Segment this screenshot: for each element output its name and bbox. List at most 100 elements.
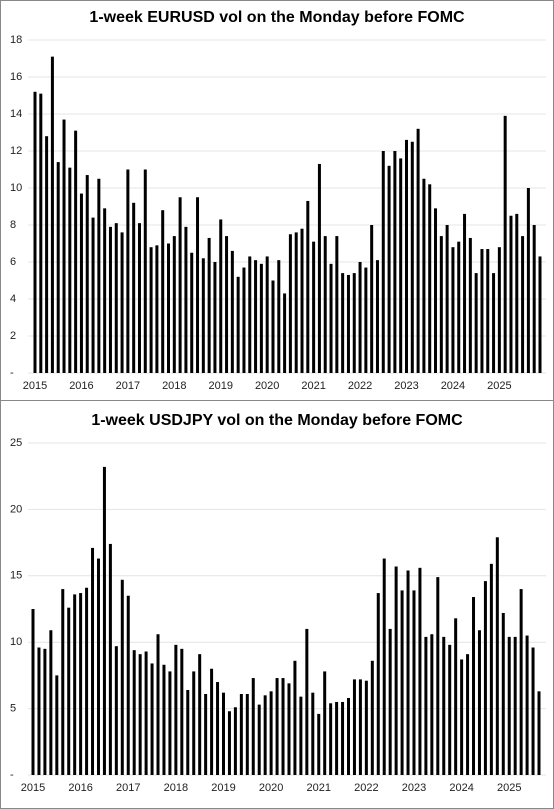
bar xyxy=(370,225,374,373)
bar xyxy=(393,151,397,373)
bar xyxy=(50,56,54,374)
y-tick-label: - xyxy=(10,367,14,379)
bar xyxy=(132,650,136,775)
bar xyxy=(463,213,467,373)
bar xyxy=(204,693,208,775)
x-tick-label: 2020 xyxy=(255,380,279,392)
bar xyxy=(442,636,446,775)
y-tick-label: - xyxy=(10,769,14,781)
bar xyxy=(180,648,184,775)
bar xyxy=(382,558,386,775)
bar xyxy=(210,668,214,775)
bar xyxy=(102,466,106,775)
bar xyxy=(269,691,273,775)
bar xyxy=(186,690,190,775)
bar xyxy=(62,119,66,373)
bar xyxy=(347,697,351,775)
bar xyxy=(486,249,490,373)
bar xyxy=(329,703,333,775)
bar xyxy=(381,151,385,373)
bar xyxy=(400,590,404,775)
bar xyxy=(416,128,420,373)
x-tick-label: 2016 xyxy=(69,380,93,392)
bar xyxy=(91,547,95,775)
bar xyxy=(507,636,511,775)
bar xyxy=(474,273,478,373)
bar xyxy=(521,236,525,373)
bar xyxy=(480,249,484,373)
x-tick-label: 2018 xyxy=(162,380,186,392)
bar xyxy=(312,241,316,373)
bar xyxy=(341,701,345,775)
bar xyxy=(305,628,309,775)
bar xyxy=(257,704,261,775)
bar xyxy=(358,679,362,775)
bar xyxy=(233,707,237,775)
y-tick-label: 2 xyxy=(10,330,16,342)
bar xyxy=(489,563,493,775)
bar xyxy=(61,589,65,775)
bar xyxy=(460,659,464,775)
bar xyxy=(168,671,172,775)
bar xyxy=(436,577,440,775)
bar xyxy=(167,243,171,373)
bar xyxy=(196,197,200,373)
bar xyxy=(466,654,470,775)
bar xyxy=(329,263,333,373)
x-tick-label: 2024 xyxy=(449,782,473,794)
bar xyxy=(49,630,53,775)
bar xyxy=(242,267,246,373)
bar xyxy=(68,167,72,373)
bar xyxy=(265,256,269,373)
bar xyxy=(412,590,416,775)
bar xyxy=(335,236,339,373)
y-tick-label: 18 xyxy=(10,34,22,46)
bar xyxy=(254,260,258,373)
chart-title: 1-week USDJPY vol on the Monday before F… xyxy=(91,412,463,429)
bar xyxy=(370,660,374,775)
bar xyxy=(91,217,95,373)
bar xyxy=(33,91,37,374)
chart-title: 1-week EURUSD vol on the Monday before F… xyxy=(89,9,465,26)
bar xyxy=(281,678,285,775)
bar xyxy=(227,711,231,775)
x-tick-label: 2025 xyxy=(497,782,521,794)
bar xyxy=(394,566,398,775)
y-tick-label: 10 xyxy=(10,182,22,194)
bar xyxy=(410,141,414,373)
bar xyxy=(306,200,310,373)
bar xyxy=(126,595,130,775)
bar xyxy=(137,223,141,373)
bar xyxy=(263,695,267,775)
bar xyxy=(198,654,202,775)
bar xyxy=(143,169,147,373)
x-tick-label: 2021 xyxy=(306,782,330,794)
bar xyxy=(155,245,159,373)
bar xyxy=(399,158,403,373)
bar xyxy=(43,648,47,775)
bar xyxy=(434,208,438,373)
bar xyxy=(31,609,35,775)
bar xyxy=(225,236,229,373)
bar xyxy=(317,163,321,373)
bar xyxy=(293,660,297,775)
x-tick-label: 2022 xyxy=(348,380,372,392)
bar xyxy=(352,679,356,775)
y-tick-label: 6 xyxy=(10,256,16,268)
bar xyxy=(519,589,523,775)
bar xyxy=(376,593,380,775)
bar xyxy=(37,647,41,775)
bar xyxy=(430,634,434,775)
bar xyxy=(531,647,535,775)
bar xyxy=(144,651,148,775)
bar xyxy=(341,273,345,373)
bar xyxy=(149,247,153,373)
bar xyxy=(132,202,136,373)
x-tick-label: 2023 xyxy=(394,380,418,392)
bar xyxy=(56,162,60,373)
bar xyxy=(74,130,78,373)
bar xyxy=(97,178,101,373)
bar xyxy=(85,587,89,775)
bar xyxy=(515,213,519,373)
bar xyxy=(406,570,410,775)
